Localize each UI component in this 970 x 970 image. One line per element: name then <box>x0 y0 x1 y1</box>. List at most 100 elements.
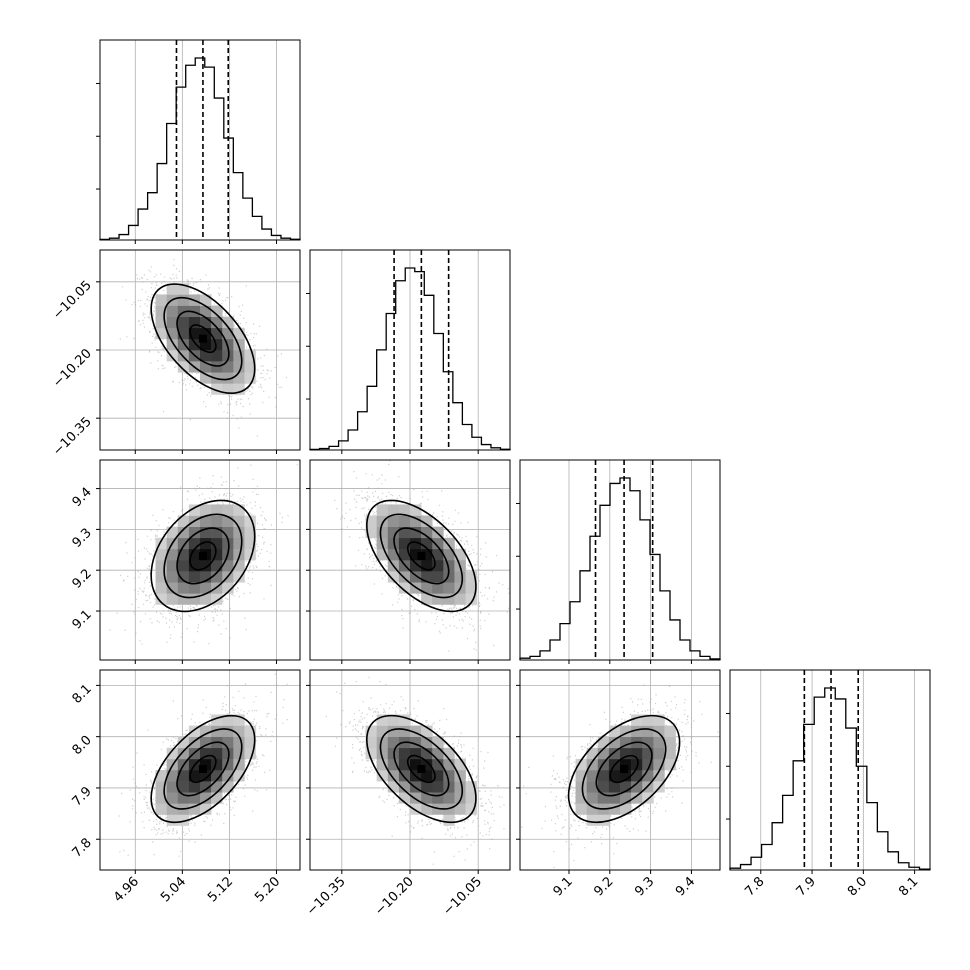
contour-line <box>189 754 217 784</box>
panel-0-0 <box>96 39 301 244</box>
density-cell <box>376 736 389 749</box>
density-cell <box>432 747 444 760</box>
density-cell <box>177 548 190 561</box>
density-cell <box>443 758 455 771</box>
density-cell <box>421 582 433 594</box>
density-cell <box>222 327 234 340</box>
density-cell <box>653 747 665 760</box>
density-cell <box>244 747 256 760</box>
y-tick-label: −10.20 <box>50 346 95 391</box>
density-cell <box>177 515 190 527</box>
density-cell <box>620 747 632 760</box>
density-cell <box>211 792 223 804</box>
panel-content <box>334 460 510 652</box>
contour-line <box>150 499 256 613</box>
density-cell <box>233 747 245 760</box>
density-cell <box>410 736 422 749</box>
density-cell <box>200 526 212 539</box>
density-cell <box>177 316 190 329</box>
density-cell <box>432 560 444 572</box>
density-cell <box>211 770 223 782</box>
density-cell <box>387 770 400 782</box>
density-cell <box>166 803 179 815</box>
density-cell <box>398 758 411 771</box>
panel-frame <box>519 669 721 871</box>
density-cell <box>233 383 245 395</box>
density-cell <box>631 747 643 760</box>
density-cell <box>608 725 621 737</box>
density-cell <box>387 504 400 516</box>
y-tick-label: 9.4 <box>70 485 95 510</box>
density-cell <box>177 770 190 782</box>
density-cell <box>177 560 190 572</box>
x-tick-label: 9.3 <box>632 874 657 899</box>
density-cell <box>155 571 167 583</box>
density-cell <box>177 350 190 362</box>
density-cell <box>443 814 455 826</box>
density-peak <box>198 551 207 560</box>
density-cell <box>642 747 654 760</box>
density-cell <box>432 548 444 561</box>
density-cell <box>410 560 422 572</box>
density-cell <box>642 758 654 771</box>
contour-line <box>406 541 436 571</box>
x-tick-label: −10.35 <box>304 874 349 919</box>
density-cell <box>631 725 643 737</box>
density-cell <box>608 747 621 760</box>
density-cell <box>244 350 256 362</box>
density-cell <box>166 770 179 782</box>
density-cell <box>166 548 179 561</box>
density-cell <box>465 803 477 815</box>
density-cell <box>166 582 179 594</box>
density-cell <box>642 736 654 749</box>
density-cell <box>454 758 466 771</box>
panel-content <box>119 259 288 437</box>
density-cell <box>454 548 466 561</box>
density-cell <box>222 714 234 726</box>
density-cell <box>222 350 234 362</box>
density-cell <box>387 736 400 749</box>
density-cell <box>166 792 179 804</box>
density-cell <box>233 327 245 340</box>
density-cell <box>211 758 223 771</box>
density-cell <box>443 548 455 561</box>
density-cell <box>387 548 400 561</box>
density-cell <box>166 571 179 583</box>
histogram-step <box>309 267 511 451</box>
y-tick-label: −10.35 <box>50 414 95 459</box>
density-cell <box>222 560 234 572</box>
density-cell <box>597 814 610 826</box>
density-cell <box>421 571 433 583</box>
panel-1-0 <box>96 249 301 454</box>
density-cell <box>597 770 610 782</box>
density-cell <box>597 736 610 749</box>
density-cell <box>244 725 256 737</box>
density-cell <box>398 582 411 594</box>
density-cell <box>465 582 477 594</box>
density-cell <box>188 316 201 329</box>
density-cell <box>620 781 632 793</box>
density-cell <box>233 350 245 362</box>
density-cell <box>200 747 212 760</box>
density-cell <box>188 338 201 351</box>
density-cell <box>177 537 190 550</box>
x-tick-label: 7.8 <box>742 874 767 899</box>
density-cell <box>200 316 212 329</box>
density-cell <box>222 372 234 384</box>
density-cell <box>376 758 389 771</box>
density-cell <box>432 537 444 550</box>
density-cell <box>454 770 466 782</box>
x-tick-label: 9.1 <box>551 874 576 899</box>
density-cell <box>421 736 433 749</box>
density-cell <box>177 338 190 351</box>
density-peak <box>417 764 426 773</box>
density-cell <box>222 747 234 760</box>
contour-line <box>150 714 256 824</box>
density-cell <box>188 781 201 793</box>
density-cell <box>155 803 167 815</box>
density-cell <box>432 781 444 793</box>
x-tick-label: 4.96 <box>111 874 142 905</box>
density-cell <box>200 305 212 317</box>
density-cell <box>365 526 377 539</box>
panel-2-0 <box>96 459 301 664</box>
